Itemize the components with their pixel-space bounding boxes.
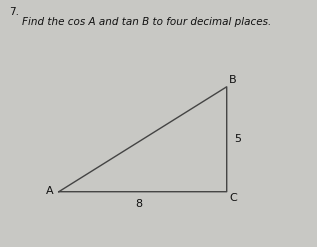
- Text: Find the cos A and tan B to four decimal places.: Find the cos A and tan B to four decimal…: [22, 17, 271, 27]
- Text: 5: 5: [234, 134, 241, 144]
- Text: A: A: [46, 186, 54, 196]
- Text: C: C: [229, 193, 237, 203]
- Text: B: B: [229, 75, 237, 85]
- Text: 7.: 7.: [10, 7, 20, 17]
- Text: 8: 8: [135, 199, 142, 209]
